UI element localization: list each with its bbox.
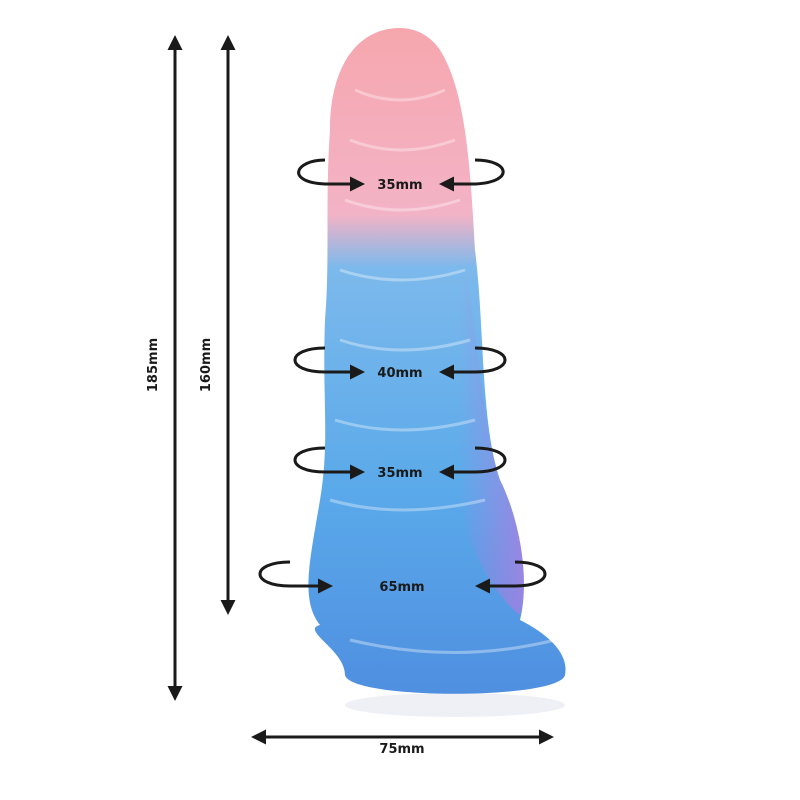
circumference-label-1: 35mm	[377, 178, 422, 193]
base-width-label: 75mm	[379, 742, 424, 757]
circumference-arrow-4-right	[475, 560, 547, 594]
circumference-arrow-3-right	[439, 446, 507, 480]
insertable-length-label: 160mm	[199, 338, 214, 392]
circumference-label-3: 35mm	[377, 466, 422, 481]
circumference-arrow-1-left	[297, 158, 365, 192]
circumference-arrow-1-right	[439, 158, 505, 192]
circumference-arrow-2-left	[293, 346, 365, 380]
circumference-label-4: 65mm	[379, 580, 424, 595]
circumference-arrow-3-left	[293, 446, 365, 480]
total-length-label: 185mm	[146, 338, 161, 392]
circumference-label-2: 40mm	[377, 366, 422, 381]
circumference-arrow-2-right	[439, 346, 507, 380]
circumference-arrow-4-left	[258, 560, 333, 594]
product-shape	[308, 28, 566, 717]
